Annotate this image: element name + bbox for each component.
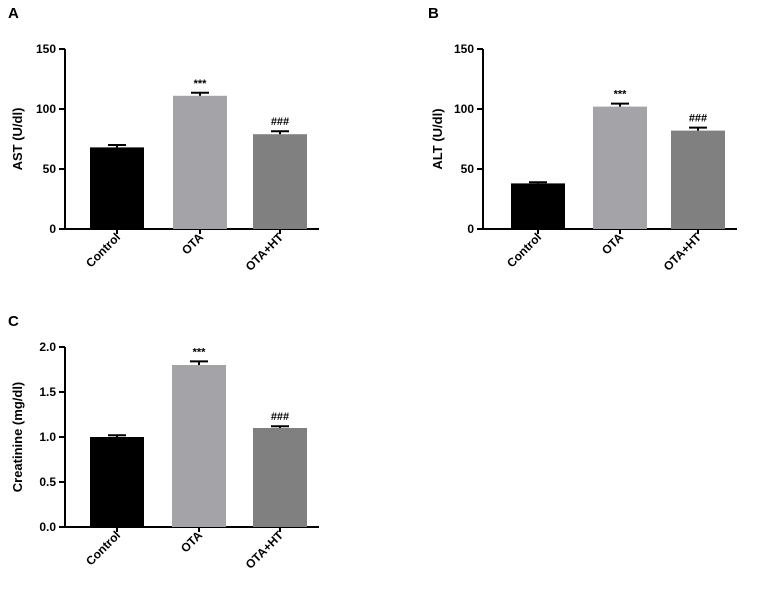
category-label: Control — [504, 230, 544, 270]
significance-label: *** — [614, 89, 628, 101]
bar — [253, 134, 307, 229]
category-label: OTA — [179, 230, 206, 257]
y-tick-label: 100 — [36, 102, 56, 116]
significance-label: ### — [271, 116, 289, 128]
panel-letter: B — [428, 5, 439, 22]
bar — [253, 428, 307, 527]
significance-label: *** — [193, 346, 207, 358]
y-tick-label: 100 — [454, 102, 474, 116]
category-label: Control — [83, 230, 123, 270]
significance-label: ### — [271, 411, 289, 423]
panel-letter: C — [8, 313, 19, 330]
y-axis-title: ALT (U/dl) — [430, 108, 445, 169]
y-tick-label: 50 — [43, 162, 57, 176]
y-tick-label: 150 — [454, 42, 474, 56]
bar — [511, 183, 565, 229]
bar — [172, 365, 226, 527]
category-label: OTA+HT — [243, 230, 287, 274]
bar — [90, 437, 144, 527]
y-tick-label: 1.5 — [39, 385, 56, 399]
panel-letter: A — [8, 5, 19, 22]
y-tick-label: 50 — [461, 162, 475, 176]
category-label: OTA+HT — [661, 230, 705, 274]
bar — [90, 147, 144, 229]
y-axis-title: Creatinine (mg/dl) — [10, 382, 25, 493]
y-tick-label: 1.0 — [39, 430, 56, 444]
significance-label: ### — [689, 113, 707, 125]
y-tick-label: 0.0 — [39, 520, 56, 534]
category-label: Control — [83, 528, 123, 568]
y-tick-label: 150 — [36, 42, 56, 56]
bar — [173, 95, 227, 229]
category-label: OTA — [178, 528, 205, 555]
bar — [671, 130, 725, 229]
category-label: OTA — [599, 230, 626, 257]
significance-label: *** — [194, 78, 208, 90]
category-label: OTA+HT — [243, 528, 287, 572]
y-tick-label: 0 — [49, 222, 56, 236]
bar — [593, 106, 647, 229]
y-tick-label: 2.0 — [39, 340, 56, 354]
y-axis-title: AST (U/dl) — [10, 108, 25, 171]
y-tick-label: 0 — [467, 222, 474, 236]
y-tick-label: 0.5 — [39, 475, 56, 489]
